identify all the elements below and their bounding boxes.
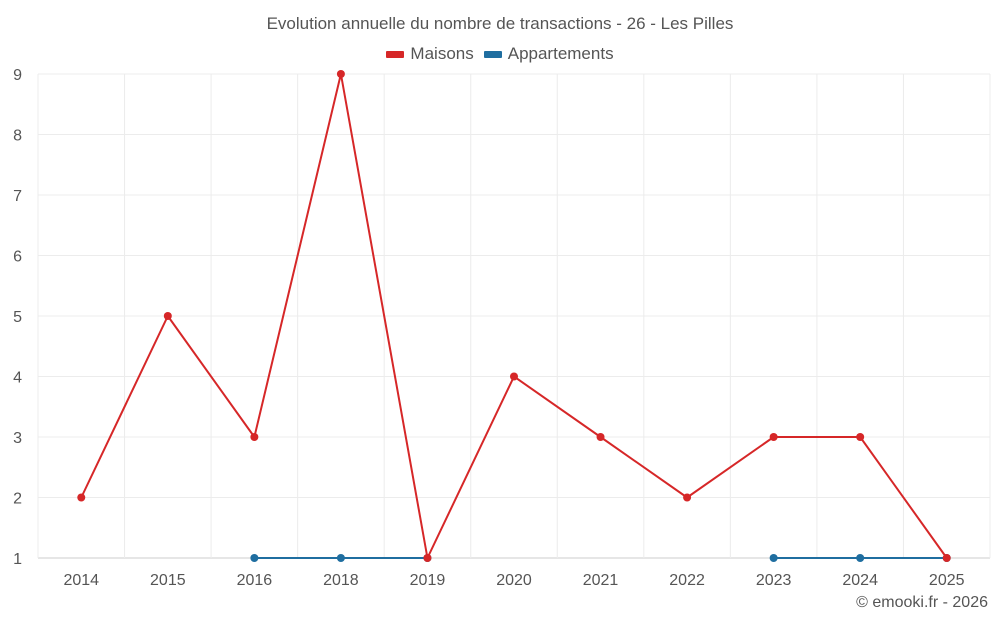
y-tick-label: 2 (13, 491, 22, 508)
data-point-appartements (250, 554, 259, 562)
y-tick-label: 7 (13, 188, 22, 205)
legend-swatch-maisons (386, 50, 405, 58)
legend-label-appartements: Appartements (507, 44, 614, 63)
data-point-maisons (769, 433, 778, 441)
credit-text: © emooki.fr - 2026 (856, 594, 988, 611)
y-tick-label: 9 (13, 67, 22, 84)
x-tick-label: 2023 (756, 572, 792, 589)
data-point-maisons (596, 433, 605, 441)
y-tick-label: 1 (13, 551, 22, 568)
data-point-maisons (856, 433, 865, 441)
y-tick-label: 5 (13, 309, 22, 326)
x-tick-label: 2025 (929, 572, 965, 589)
data-point-maisons (336, 70, 345, 78)
legend-item-maisons[interactable]: Maisons (386, 44, 474, 64)
data-point-maisons (683, 493, 692, 502)
data-point-maisons (77, 493, 86, 502)
chart-legend: Maisons Appartements (0, 44, 1000, 64)
x-tick-label: 2018 (323, 572, 359, 589)
data-point-maisons (942, 554, 951, 562)
x-tick-label: 2016 (237, 572, 273, 589)
y-tick-label: 8 (13, 128, 22, 145)
data-point-maisons (163, 312, 172, 320)
x-tick-label: 2020 (496, 572, 532, 589)
x-tick-label: 2024 (842, 572, 878, 589)
data-point-appartements (336, 554, 345, 562)
x-tick-label: 2019 (410, 572, 446, 589)
x-tick-label: 2022 (669, 572, 705, 589)
data-point-maisons (250, 433, 259, 441)
data-point-maisons (510, 372, 518, 381)
x-tick-label: 2014 (63, 572, 99, 589)
data-point-appartements (856, 554, 865, 562)
x-tick-label: 2021 (583, 572, 619, 589)
data-point-appartements (769, 554, 778, 562)
y-tick-label: 4 (13, 370, 22, 387)
data-point-maisons (423, 554, 432, 562)
y-tick-label: 6 (13, 249, 22, 266)
legend-swatch-appartements (483, 50, 502, 58)
y-tick-label: 3 (13, 430, 22, 447)
legend-label-maisons: Maisons (410, 44, 474, 63)
chart-title: Evolution annuelle du nombre de transact… (266, 14, 734, 33)
legend-item-appartements[interactable]: Appartements (483, 44, 614, 64)
x-tick-label: 2015 (150, 572, 186, 589)
